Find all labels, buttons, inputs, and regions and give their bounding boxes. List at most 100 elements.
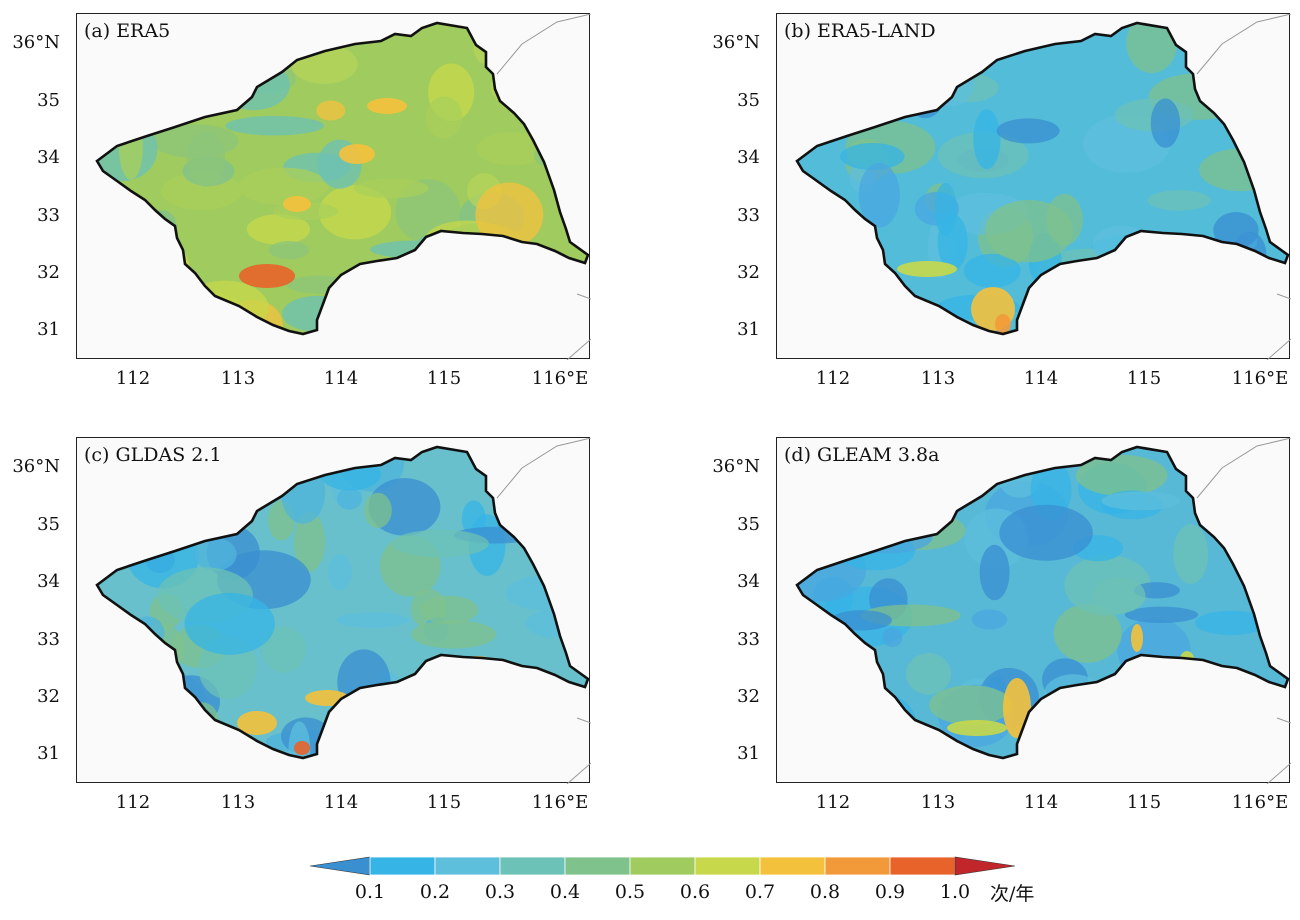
- colorbar-tick-label: 0.4: [549, 881, 581, 903]
- colorbar-tick-label: 0.3: [484, 881, 516, 903]
- lon-tick-label: 112: [815, 792, 851, 813]
- shaded-field: [797, 23, 1288, 334]
- map-panel-c: (c) GLDAS 2.1 36°N 35 34 33 32 31 112 113 114 115 1…: [0, 424, 660, 844]
- lon-tick-label: 113: [220, 792, 256, 813]
- province-border-line: [1266, 338, 1291, 360]
- map-frame: [76, 13, 591, 360]
- panel-label: (d) GLEAM 3.8a: [784, 444, 940, 466]
- colorbar-unit: 次/年: [990, 883, 1035, 905]
- map-panel-a: (a) ERA5 36°N 35 34 33 32 31 112 113 114 115 116°E: [0, 0, 660, 420]
- map-frame: [776, 13, 1291, 360]
- colorbar-tick-label: 0.8: [809, 881, 841, 903]
- lon-tick-label: 114: [323, 368, 359, 389]
- lon-tick-label: 112: [815, 368, 851, 389]
- lat-tick-label: 34: [37, 147, 60, 168]
- lon-tick-label: 115: [426, 792, 462, 813]
- shaded-field: [97, 23, 588, 334]
- lat-tick-label: 36°N: [712, 32, 760, 53]
- lat-tick-label: 31: [737, 319, 760, 340]
- colorbar-segment: [889, 856, 956, 876]
- lat-tick-label: 32: [37, 262, 60, 283]
- province-border-line: [1196, 438, 1291, 499]
- province-border-line: [566, 762, 591, 784]
- lat-tick-label: 35: [37, 90, 60, 111]
- lat-tick-label: 33: [37, 629, 60, 650]
- colorbar-segment: [434, 856, 501, 876]
- region-outline: [795, 445, 1290, 760]
- lat-tick-label: 33: [737, 205, 760, 226]
- lon-tick-label: 115: [1126, 792, 1162, 813]
- colorbar-tick-label: 0.5: [614, 881, 646, 903]
- lon-tick-label: 116°E: [531, 792, 589, 813]
- colorbar-segment: [369, 856, 436, 876]
- map-panel-d: (d) GLEAM 3.8a 36°N 35 34 33 32 31 112 113 114 115…: [700, 424, 1300, 844]
- province-border-line: [566, 338, 591, 360]
- map-field: [95, 14, 591, 360]
- lon-tick-label: 114: [1023, 792, 1059, 813]
- lon-tick-label: 113: [220, 368, 256, 389]
- region-outline: [795, 21, 1290, 336]
- colorbar-bar: [309, 856, 1016, 876]
- colorbar-tick-label: 0.9: [874, 881, 906, 903]
- panel-label: (a) ERA5: [84, 20, 171, 42]
- region-outline: [95, 445, 590, 760]
- lat-tick-label: 32: [737, 262, 760, 283]
- lon-tick-label: 112: [115, 792, 151, 813]
- colorbar-segment: [694, 856, 761, 876]
- lon-tick-label: 113: [920, 792, 956, 813]
- panel-label: (b) ERA5-LAND: [784, 20, 936, 42]
- lon-tick-label: 115: [1126, 368, 1162, 389]
- map-frame: [776, 437, 1291, 784]
- colorbar: 次/年 0.1 0.2 0.3 0.4 0.5 0.6 0.7 0.8 0.9 1.0: [300, 855, 1034, 915]
- colorbar-segment: [499, 856, 566, 876]
- colorbar-high-arrow: [954, 856, 1016, 876]
- colorbar-tick-label: 0.1: [354, 881, 386, 903]
- lat-tick-label: 31: [37, 743, 60, 764]
- lat-tick-label: 35: [737, 514, 760, 535]
- panel-label: (c) GLDAS 2.1: [84, 444, 222, 466]
- lon-tick-label: 112: [115, 368, 151, 389]
- lon-tick-label: 115: [426, 368, 462, 389]
- colorbar-segment: [629, 856, 696, 876]
- lat-tick-label: 35: [37, 514, 60, 535]
- lon-tick-label: 114: [323, 792, 359, 813]
- map-field: [795, 14, 1291, 360]
- province-border-line: [1196, 14, 1291, 75]
- province-border-line: [496, 14, 591, 75]
- lat-tick-label: 34: [737, 571, 760, 592]
- colorbar-segment: [759, 856, 826, 876]
- lat-tick-label: 32: [37, 686, 60, 707]
- colorbar-tick-label: 0.7: [744, 881, 776, 903]
- lon-tick-label: 116°E: [1231, 368, 1289, 389]
- lat-tick-label: 36°N: [12, 32, 60, 53]
- province-border-line: [1276, 717, 1291, 724]
- colorbar-segment: [564, 856, 631, 876]
- colorbar-tick-label: 1.0: [939, 881, 971, 903]
- map-field: [795, 438, 1291, 784]
- region-outline: [95, 21, 590, 336]
- province-border-line: [496, 438, 591, 499]
- shaded-field: [97, 447, 588, 758]
- colorbar-tick-label: 0.2: [419, 881, 451, 903]
- lat-tick-label: 36°N: [712, 456, 760, 477]
- lat-tick-label: 34: [737, 147, 760, 168]
- lat-tick-label: 33: [37, 205, 60, 226]
- province-border-line: [576, 717, 591, 724]
- lon-tick-label: 116°E: [531, 368, 589, 389]
- lat-tick-label: 31: [737, 743, 760, 764]
- colorbar-tick-label: 0.6: [679, 881, 711, 903]
- map-field: [95, 438, 591, 784]
- lon-tick-label: 113: [920, 368, 956, 389]
- province-border-line: [1276, 293, 1291, 300]
- lon-tick-label: 116°E: [1231, 792, 1289, 813]
- shaded-field: [797, 447, 1288, 758]
- province-border-line: [1266, 762, 1291, 784]
- map-panel-b: (b) ERA5-LAND 36°N 35 34 33 32 31 112 113 114 115 1…: [700, 0, 1300, 420]
- lat-tick-label: 34: [37, 571, 60, 592]
- lat-tick-label: 33: [737, 629, 760, 650]
- lon-tick-label: 114: [1023, 368, 1059, 389]
- lat-tick-label: 36°N: [12, 456, 60, 477]
- colorbar-segment: [824, 856, 891, 876]
- colorbar-low-arrow: [309, 856, 371, 876]
- map-frame: [76, 437, 591, 784]
